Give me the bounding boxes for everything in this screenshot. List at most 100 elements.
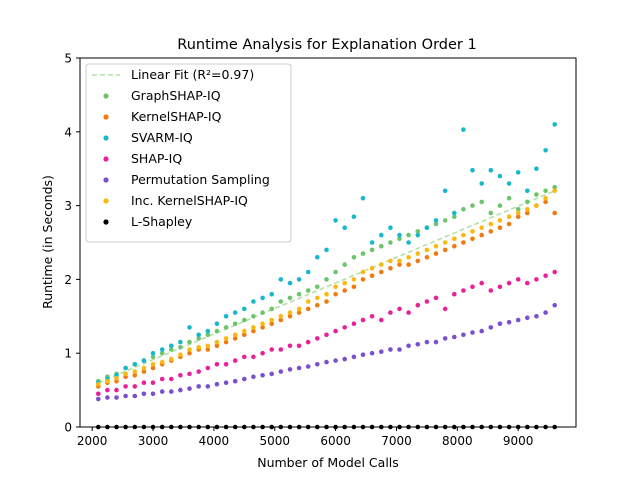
data-point [260, 325, 265, 330]
data-point [96, 381, 101, 387]
data-point [406, 254, 411, 260]
data-point [123, 371, 128, 377]
data-point [242, 317, 247, 323]
data-point [379, 269, 384, 275]
data-point [552, 188, 557, 194]
data-point [360, 195, 366, 201]
data-point [315, 336, 320, 341]
legend-swatch [103, 93, 109, 99]
data-point [406, 240, 411, 245]
data-point [506, 214, 512, 219]
data-point [105, 378, 110, 384]
data-point [424, 254, 430, 260]
data-point [196, 336, 201, 341]
data-point [461, 240, 466, 245]
data-point [452, 291, 457, 297]
data-point [552, 302, 557, 308]
data-point [169, 343, 174, 349]
data-point [543, 199, 548, 205]
legend: Linear Fit (R²=0.97) GraphSHAP-IQ KernelSH… [85, 63, 292, 243]
data-point [360, 251, 366, 256]
linear-fit-line [97, 190, 555, 384]
legend-label: Inc. KernelSHAP-IQ [131, 193, 248, 208]
data-point [415, 251, 421, 256]
data-point [260, 321, 265, 327]
data-point [351, 214, 357, 219]
data-point [360, 277, 366, 282]
data-point [470, 167, 475, 173]
legend-box [85, 63, 292, 243]
data-point [287, 310, 293, 315]
data-point [315, 362, 320, 367]
x-tick-label: 3000 [138, 434, 169, 448]
data-point [150, 350, 156, 356]
data-point [534, 314, 539, 319]
data-point [333, 218, 338, 223]
data-point [369, 247, 375, 253]
data-point [278, 317, 284, 323]
y-axis-label: Runtime (in Seconds) [40, 175, 55, 309]
data-point [232, 321, 238, 327]
data-point [388, 225, 393, 230]
data-point [479, 199, 485, 205]
x-tick-label: 8000 [442, 434, 473, 448]
data-point [242, 376, 247, 382]
data-point [379, 349, 384, 355]
data-point [315, 295, 320, 301]
data-point [305, 364, 311, 369]
data-point [232, 378, 238, 384]
legend-swatch [103, 198, 109, 204]
data-point [342, 356, 348, 362]
data-point [488, 288, 494, 293]
data-point [424, 225, 430, 230]
data-point [534, 203, 539, 208]
data-point [196, 384, 201, 389]
data-point [406, 310, 411, 315]
data-point [296, 310, 302, 315]
series-4 [96, 302, 557, 402]
data-point [141, 391, 147, 397]
data-point [105, 387, 110, 393]
data-point [141, 369, 147, 374]
data-point [123, 393, 128, 399]
data-point [105, 395, 110, 400]
data-point [269, 321, 275, 327]
data-point [388, 266, 393, 271]
data-point [369, 314, 375, 319]
data-point [433, 218, 439, 223]
data-point [470, 203, 475, 208]
data-point [360, 317, 366, 323]
data-point [223, 339, 229, 345]
data-point [114, 395, 119, 400]
data-point [223, 314, 229, 319]
data-point [525, 188, 530, 194]
data-point [360, 269, 366, 275]
data-point [543, 273, 548, 279]
data-point [543, 188, 548, 194]
data-point [269, 347, 275, 352]
data-point [96, 391, 101, 397]
data-point [397, 232, 402, 238]
data-point [497, 173, 503, 179]
data-point [515, 207, 521, 212]
y-tick-label: 0 [64, 421, 72, 435]
data-point [178, 339, 183, 345]
data-point [433, 251, 439, 256]
data-point [379, 317, 384, 323]
data-point [461, 332, 466, 338]
y-axis: 0 1 2 3 4 5 [64, 52, 80, 435]
x-tick-label: 4000 [199, 434, 230, 448]
data-point [232, 358, 238, 363]
data-point [223, 325, 229, 330]
data-point [150, 380, 156, 386]
data-point [488, 167, 494, 173]
data-point [287, 343, 293, 349]
data-point [470, 236, 475, 242]
data-point [525, 199, 530, 205]
data-point [442, 240, 448, 245]
data-point [333, 291, 338, 297]
data-point [214, 343, 220, 349]
legend-swatch [103, 156, 109, 162]
data-point [442, 188, 448, 194]
data-point [342, 225, 348, 230]
